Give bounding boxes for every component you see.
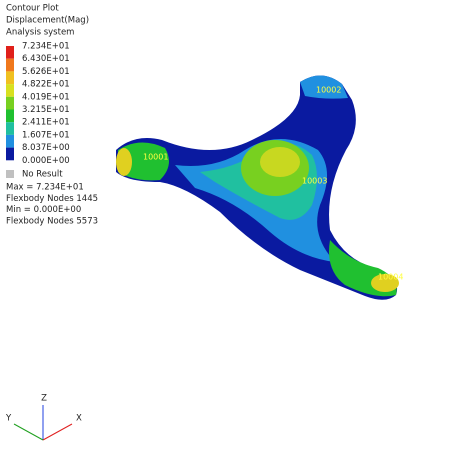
x-axis-label: X [76, 414, 82, 424]
contour-band [260, 147, 300, 177]
top-boss [300, 75, 348, 99]
legend-swatch [6, 84, 14, 97]
legend-swatch [6, 147, 14, 161]
no-result-label: No Result [22, 170, 63, 180]
contour-band [118, 142, 169, 181]
legend-label: 3.215E+01 [22, 105, 70, 115]
legend-swatch [6, 109, 14, 123]
y-axis-label: Y [5, 414, 12, 424]
node-label: 10004 [378, 273, 403, 282]
node-label: 10003 [302, 177, 327, 186]
node-label: 10001 [143, 153, 168, 162]
stat-line: Flexbody Nodes 5573 [6, 216, 98, 226]
legend-label: 4.019E+01 [22, 92, 70, 102]
x-axis [42, 423, 73, 441]
header-line: Contour Plot [6, 4, 59, 14]
overlay: 10001 10002 10003 10004 [143, 86, 403, 282]
legend-swatch [6, 134, 14, 148]
model [116, 75, 399, 300]
legend-swatch [6, 122, 14, 135]
legend-label: 4.822E+01 [22, 80, 70, 90]
end-face [116, 148, 132, 176]
legend-label: 7.234E+01 [22, 42, 70, 52]
legend-swatch [6, 96, 14, 110]
node-label: 10002 [316, 86, 341, 95]
legend-label: 5.626E+01 [22, 67, 70, 77]
header-line: Analysis system [6, 28, 74, 38]
axis-triad: X Y Z [5, 394, 82, 441]
legend-label: 1.607E+01 [22, 130, 70, 140]
legend-label: 2.411E+01 [22, 118, 70, 128]
stat-line: Max = 7.234E+01 [6, 183, 84, 193]
legend-swatch [6, 71, 14, 85]
legend-label: 8.037E+00 [22, 143, 70, 153]
legend-swatch [6, 46, 14, 59]
legend-swatch [6, 58, 14, 72]
z-axis-label: Z [41, 394, 47, 404]
stat-line: Flexbody Nodes 1445 [6, 194, 98, 204]
stat-line: Min = 0.000E+00 [6, 205, 81, 215]
header-line: Displacement(Mag) [6, 16, 89, 26]
legend-label: 0.000E+00 [22, 156, 70, 166]
no-result-swatch [6, 170, 14, 178]
end-face [371, 274, 399, 292]
legend-label: 6.430E+01 [22, 54, 70, 64]
y-axis [13, 423, 44, 441]
